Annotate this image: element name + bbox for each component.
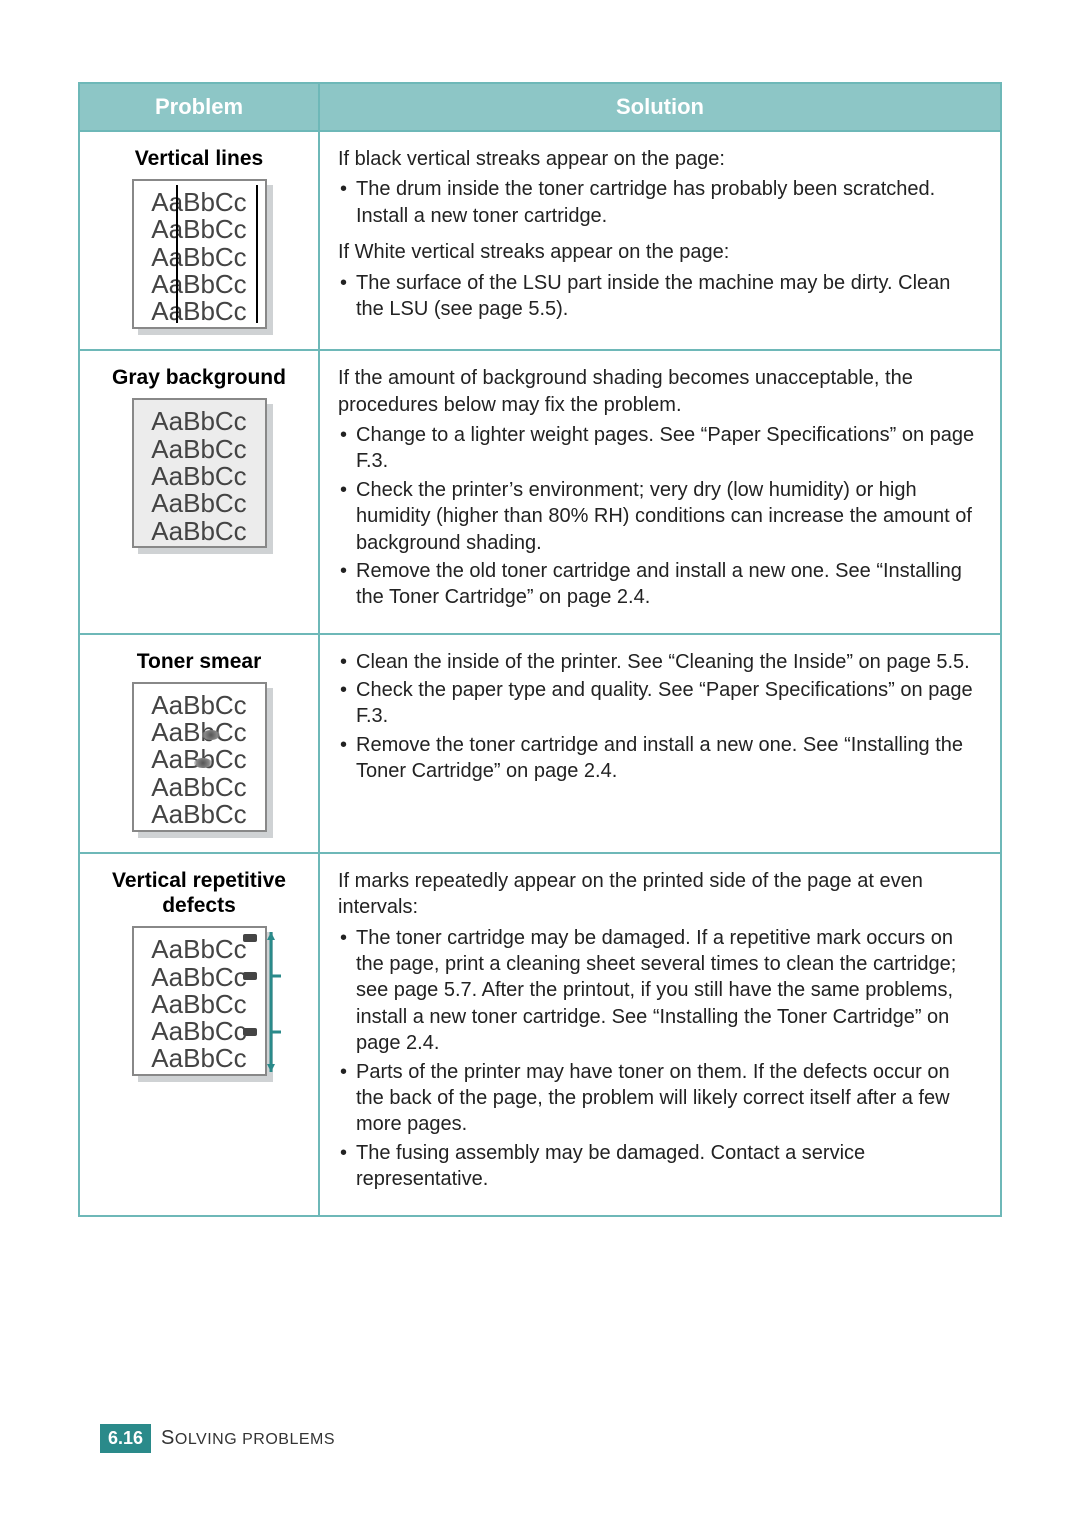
- page-footer: 6.16 SOLVING PROBLEMS: [100, 1424, 335, 1453]
- problem-cell-gray-background: Gray background AaBbCc AaBbCc AaBbCc AaB…: [79, 350, 319, 634]
- solution-list: The surface of the LSU part inside the m…: [338, 270, 982, 323]
- solution-item: Clean the inside of the printer. See “Cl…: [338, 649, 982, 675]
- solution-cell-vertical-lines: If black vertical streaks appear on the …: [319, 131, 1001, 350]
- solution-item: Check the paper type and quality. See “P…: [338, 677, 982, 730]
- header-problem: Problem: [79, 83, 319, 131]
- chapter-title: SOLVING PROBLEMS: [161, 1427, 335, 1450]
- problem-title: Vertical repetitive defects: [90, 868, 308, 918]
- table-row: Toner smear AaBbCc AaBbCc AaBbCc AaBbCc …: [79, 634, 1001, 853]
- solution-cell-gray-background: If the amount of background shading beco…: [319, 350, 1001, 634]
- sample-vertical-repetitive: AaBbCc AaBbCc AaBbCc AaBbCc AaBbCc: [132, 926, 267, 1076]
- header-solution: Solution: [319, 83, 1001, 131]
- repetitive-arrow-icon: [267, 932, 285, 1072]
- solution-list: The drum inside the toner cartridge has …: [338, 176, 982, 229]
- solution-item: The surface of the LSU part inside the m…: [338, 270, 982, 323]
- defect-mark-icon: [243, 972, 257, 980]
- table-row: Vertical repetitive defects AaBbCc AaBbC…: [79, 853, 1001, 1216]
- problem-title: Toner smear: [90, 649, 308, 674]
- solution-list: Change to a lighter weight pages. See “P…: [338, 422, 982, 611]
- problem-title: Gray background: [90, 365, 308, 390]
- solution-item: The drum inside the toner cartridge has …: [338, 176, 982, 229]
- troubleshooting-table: Problem Solution Vertical lines AaBbCc A…: [78, 82, 1002, 1217]
- solution-item: Parts of the printer may have toner on t…: [338, 1059, 982, 1138]
- solution-item: The fusing assembly may be damaged. Cont…: [338, 1140, 982, 1193]
- solution-text: If White vertical streaks appear on the …: [338, 239, 982, 265]
- solution-item: Change to a lighter weight pages. See “P…: [338, 422, 982, 475]
- solution-text: If marks repeatedly appear on the printe…: [338, 868, 982, 921]
- solution-cell-toner-smear: Clean the inside of the printer. See “Cl…: [319, 634, 1001, 853]
- solution-cell-vertical-repetitive: If marks repeatedly appear on the printe…: [319, 853, 1001, 1216]
- solution-item: Remove the old toner cartridge and insta…: [338, 558, 982, 611]
- solution-item: The toner cartridge may be damaged. If a…: [338, 925, 982, 1057]
- sample-toner-smear: AaBbCc AaBbCc AaBbCc AaBbCc AaBbCc: [132, 682, 267, 832]
- solution-text: If black vertical streaks appear on the …: [338, 146, 982, 172]
- defect-mark-icon: [243, 934, 257, 942]
- solution-list: The toner cartridge may be damaged. If a…: [338, 925, 982, 1193]
- sample-vertical-lines: AaBbCc AaBbCc AaBbCc AaBbCc AaBbCc: [132, 179, 267, 329]
- problem-cell-vertical-lines: Vertical lines AaBbCc AaBbCc AaBbCc AaBb…: [79, 131, 319, 350]
- solution-list: Clean the inside of the printer. See “Cl…: [338, 649, 982, 785]
- table-row: Gray background AaBbCc AaBbCc AaBbCc AaB…: [79, 350, 1001, 634]
- problem-title: Vertical lines: [90, 146, 308, 171]
- solution-text: If the amount of background shading beco…: [338, 365, 982, 418]
- problem-cell-toner-smear: Toner smear AaBbCc AaBbCc AaBbCc AaBbCc …: [79, 634, 319, 853]
- solution-item: Remove the toner cartridge and install a…: [338, 732, 982, 785]
- problem-cell-vertical-repetitive: Vertical repetitive defects AaBbCc AaBbC…: [79, 853, 319, 1216]
- table-row: Vertical lines AaBbCc AaBbCc AaBbCc AaBb…: [79, 131, 1001, 350]
- page-number-badge: 6.16: [100, 1424, 151, 1453]
- defect-mark-icon: [243, 1028, 257, 1036]
- solution-item: Check the printer’s environment; very dr…: [338, 477, 982, 556]
- sample-gray-background: AaBbCc AaBbCc AaBbCc AaBbCc AaBbCc: [132, 398, 267, 548]
